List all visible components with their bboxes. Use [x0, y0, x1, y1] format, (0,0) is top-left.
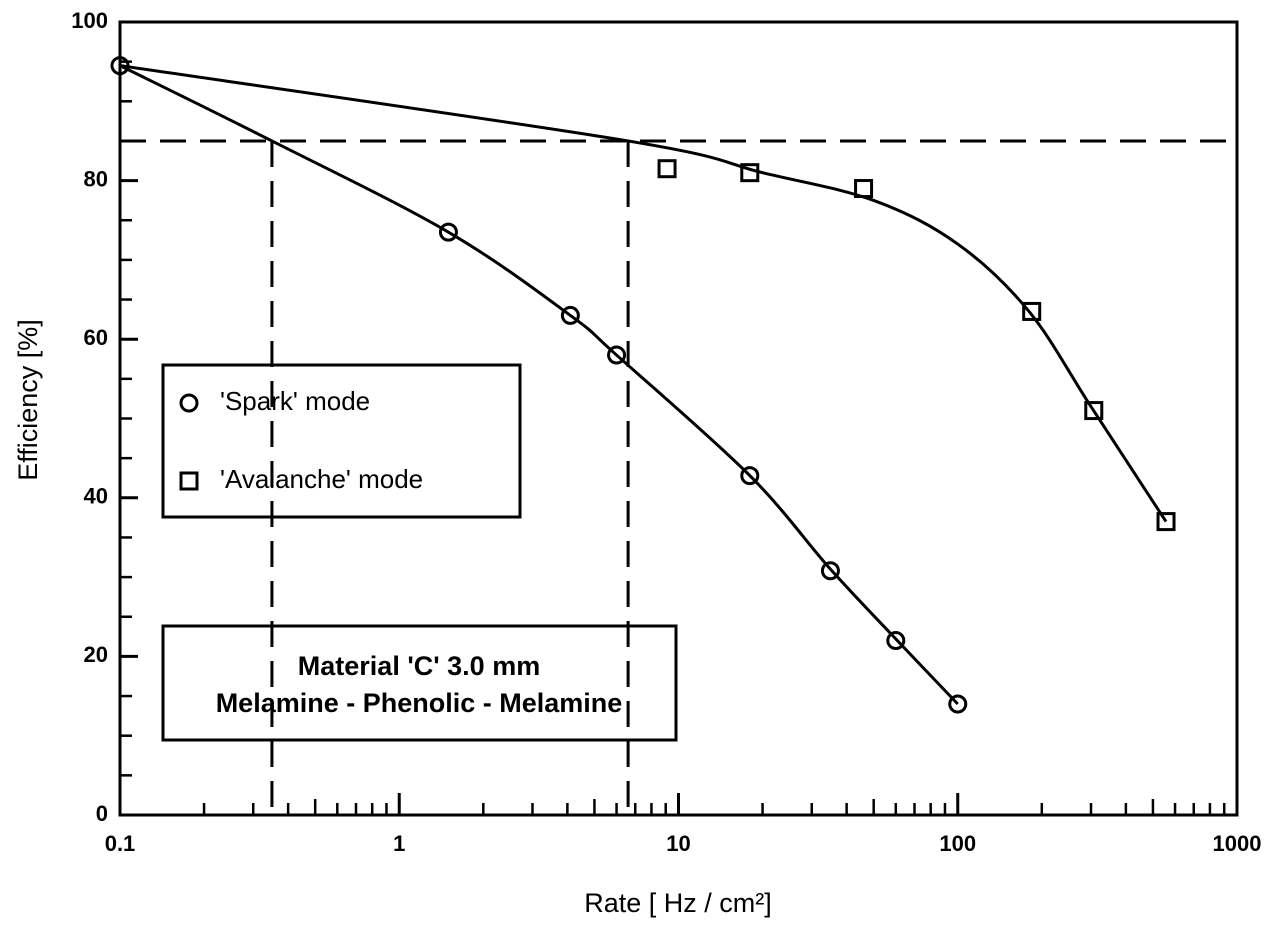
- legend-label: 'Avalanche' mode: [220, 464, 423, 494]
- data-point: [607, 345, 627, 365]
- data-point: [740, 466, 760, 486]
- y-tick-label: 40: [84, 484, 108, 509]
- x-tick-label: 100: [939, 831, 976, 856]
- data-point: [1084, 401, 1104, 421]
- y-tick-label: 80: [84, 166, 108, 191]
- x-tick-label: 0.1: [105, 831, 136, 856]
- data-point: [1022, 301, 1042, 321]
- data-point: [886, 631, 906, 651]
- y-tick-label: 20: [84, 642, 108, 667]
- legend-marker: [179, 393, 199, 413]
- legend-box: [161, 363, 522, 519]
- data-point: [820, 561, 840, 581]
- data-point: [854, 179, 874, 199]
- data-point: [740, 163, 760, 183]
- annotation-box: [161, 624, 678, 742]
- data-point: [657, 159, 677, 179]
- data-point: [110, 56, 130, 76]
- data-point: [438, 222, 458, 242]
- y-axis-label: Efficiency [%]: [13, 319, 43, 481]
- data-point: [948, 694, 968, 714]
- data-point: [1156, 512, 1176, 532]
- legend-label: 'Spark' mode: [220, 386, 370, 416]
- annotation-line: Melamine - Phenolic - Melamine: [216, 688, 623, 718]
- data-point: [560, 305, 580, 325]
- fit-curve: [119, 64, 1168, 523]
- annotation-line: Material 'C' 3.0 mm: [298, 651, 540, 681]
- x-tick-label: 10: [666, 831, 690, 856]
- x-tick-label: 1: [393, 831, 405, 856]
- legend-marker: [179, 471, 199, 491]
- x-tick-label: 1000: [1213, 831, 1262, 856]
- x-axis-label: Rate [ Hz / cm²]: [584, 888, 772, 918]
- y-tick-label: 0: [96, 801, 108, 826]
- y-tick-label: 60: [84, 325, 108, 350]
- y-tick-label: 100: [71, 8, 108, 33]
- fit-curve: [119, 64, 959, 706]
